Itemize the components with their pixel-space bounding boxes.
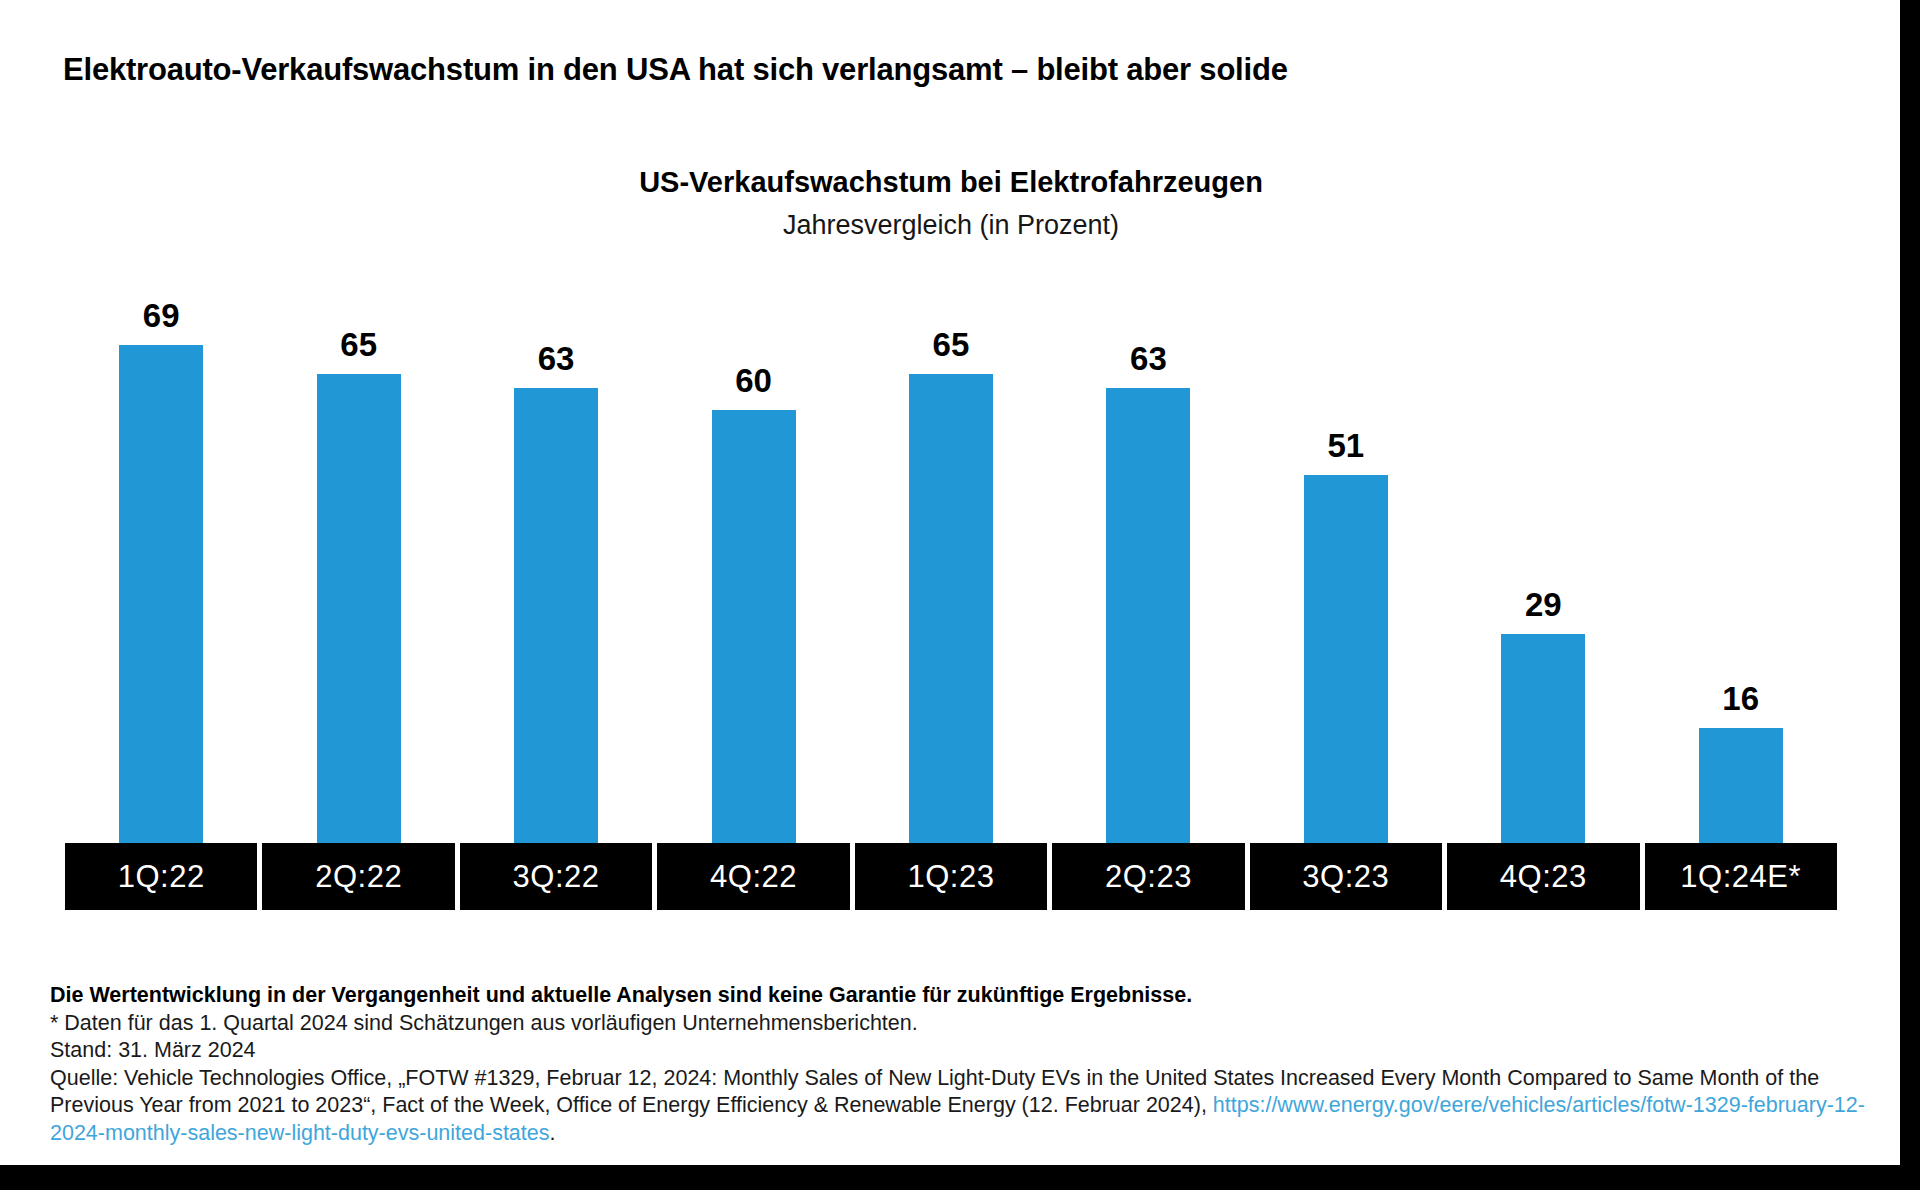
- bars-row: 69 1Q:22 65 2Q:22 63 3Q:22 60 4Q:22 65 1Q:23 63 2Q:…: [65, 287, 1837, 910]
- bar: [1106, 388, 1190, 843]
- x-axis-label: 2Q:23: [1052, 843, 1244, 910]
- bar-area: 69: [65, 287, 257, 843]
- bar: [317, 374, 401, 843]
- chart-footer: Die Wertentwicklung in der Vergangenheit…: [50, 982, 1872, 1147]
- chart-column: 60 4Q:22: [657, 287, 849, 910]
- bar: [119, 345, 203, 843]
- x-axis-label: 2Q:22: [262, 843, 454, 910]
- chart-column: 63 3Q:22: [460, 287, 652, 910]
- chart-title: US-Verkaufswachstum bei Elektrofahrzeuge…: [65, 166, 1837, 199]
- chart-column: 65 2Q:22: [262, 287, 454, 910]
- bar-area: 63: [460, 287, 652, 843]
- bar-value-label: 16: [1722, 682, 1759, 715]
- bar-area: 60: [657, 287, 849, 843]
- bar-value-label: 63: [1130, 342, 1167, 375]
- bar-area: 65: [855, 287, 1047, 843]
- disclaimer-text: Die Wertentwicklung in der Vergangenheit…: [50, 982, 1872, 1010]
- bar-value-label: 65: [340, 328, 377, 361]
- chart-column: 16 1Q:24E*: [1645, 287, 1837, 910]
- bar: [909, 374, 993, 843]
- bar: [1699, 728, 1783, 843]
- bar: [514, 388, 598, 843]
- bar-area: 63: [1052, 287, 1244, 843]
- bar-value-label: 69: [143, 299, 180, 332]
- x-axis-label: 3Q:22: [460, 843, 652, 910]
- infographic-page: Elektroauto-Verkaufswachstum in den USA …: [0, 0, 1920, 1190]
- bottom-border-strip: [0, 1165, 1920, 1190]
- bar-value-label: 60: [735, 364, 772, 397]
- chart-subtitle: Jahresvergleich (in Prozent): [65, 210, 1837, 241]
- bar-area: 65: [262, 287, 454, 843]
- source-suffix: .: [550, 1121, 556, 1145]
- page-title: Elektroauto-Verkaufswachstum in den USA …: [63, 52, 1288, 88]
- x-axis-label: 1Q:23: [855, 843, 1047, 910]
- x-axis-label: 3Q:23: [1250, 843, 1442, 910]
- chart-column: 29 4Q:23: [1447, 287, 1639, 910]
- bar: [1304, 475, 1388, 843]
- chart-column: 63 2Q:23: [1052, 287, 1244, 910]
- bar-area: 29: [1447, 287, 1639, 843]
- bar: [712, 410, 796, 843]
- bar-area: 51: [1250, 287, 1442, 843]
- chart-column: 69 1Q:22: [65, 287, 257, 910]
- as-of-date: Stand: 31. März 2024: [50, 1037, 1872, 1065]
- x-axis-label: 4Q:22: [657, 843, 849, 910]
- right-border-strip: [1900, 0, 1920, 1190]
- bar-value-label: 65: [933, 328, 970, 361]
- chart-column: 65 1Q:23: [855, 287, 1047, 910]
- bar-value-label: 51: [1327, 429, 1364, 462]
- footnote-text: * Daten für das 1. Quartal 2024 sind Sch…: [50, 1010, 1872, 1038]
- x-axis-label: 4Q:23: [1447, 843, 1639, 910]
- bar-value-label: 63: [538, 342, 575, 375]
- source-line: Quelle: Vehicle Technologies Office, „FO…: [50, 1065, 1872, 1148]
- bar-value-label: 29: [1525, 588, 1562, 621]
- bar-area: 16: [1645, 287, 1837, 843]
- x-axis-label: 1Q:22: [65, 843, 257, 910]
- bar: [1501, 634, 1585, 843]
- x-axis-label: 1Q:24E*: [1645, 843, 1837, 910]
- chart-column: 51 3Q:23: [1250, 287, 1442, 910]
